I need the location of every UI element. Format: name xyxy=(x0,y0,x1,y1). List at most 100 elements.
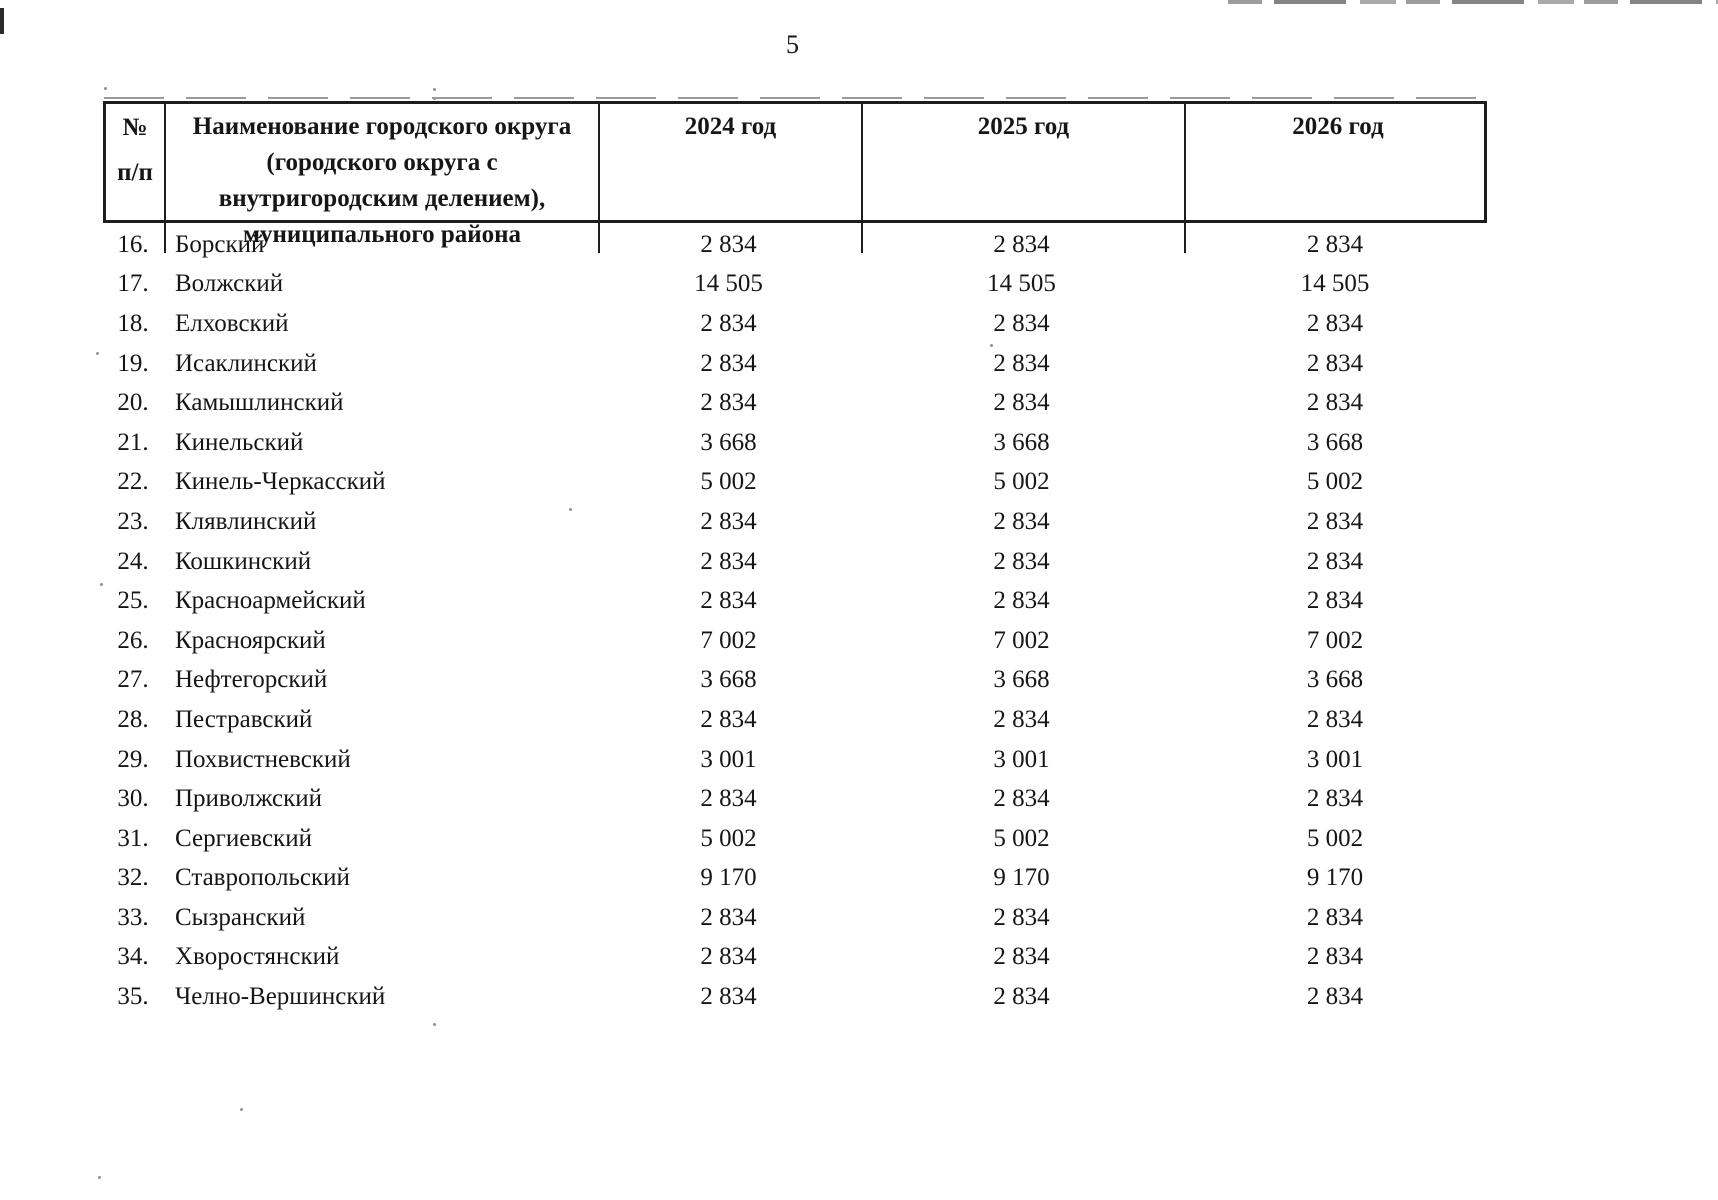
row-number: 33. xyxy=(117,903,149,931)
scan-speckle xyxy=(100,583,103,586)
district-name: Приволжский xyxy=(175,785,323,813)
value-2024: 2 834 xyxy=(700,983,757,1011)
value-2026: 9 170 xyxy=(1306,864,1364,892)
value-2026: 2 834 xyxy=(1306,230,1364,258)
value-2026: 5 002 xyxy=(1306,468,1364,496)
district-name: Красноярский xyxy=(175,626,326,654)
district-name: Борский xyxy=(175,230,265,258)
district-name: Красноармейский xyxy=(175,587,366,615)
header-district-name: Наименование городского округа (городско… xyxy=(166,104,600,253)
row-number: 26. xyxy=(117,626,149,654)
table-row: 33. Сызранский 2 834 2 834 2 834 xyxy=(103,898,1487,938)
district-name: Хворостянский xyxy=(175,943,340,971)
value-2026: 2 834 xyxy=(1306,309,1364,337)
row-number: 28. xyxy=(117,705,149,733)
scan-speckle xyxy=(433,1023,436,1026)
value-2026: 2 834 xyxy=(1306,587,1364,615)
value-2026: 3 001 xyxy=(1306,745,1364,773)
district-name: Елховский xyxy=(175,309,289,337)
scan-speckle xyxy=(240,1108,243,1111)
value-2024: 3 001 xyxy=(700,745,757,773)
value-2025: 5 002 xyxy=(993,824,1050,852)
value-2024: 2 834 xyxy=(700,785,757,813)
table-row: 28. Пестравский 2 834 2 834 2 834 xyxy=(103,700,1487,740)
row-number: 19. xyxy=(117,349,149,377)
row-number: 20. xyxy=(117,389,149,417)
value-2026: 2 834 xyxy=(1306,785,1364,813)
table-row: 35. Челно-Вершинский 2 834 2 834 2 834 xyxy=(103,977,1487,1017)
value-2025: 5 002 xyxy=(993,468,1050,496)
table-row: 26. Красноярский 7 002 7 002 7 002 xyxy=(103,621,1487,661)
value-2024: 14 505 xyxy=(694,270,763,298)
district-name: Камышлинский xyxy=(175,389,344,417)
value-2025: 2 834 xyxy=(993,349,1050,377)
value-2026: 2 834 xyxy=(1306,903,1364,931)
budget-allocations-table: № п/п Наименование городского округа (го… xyxy=(103,97,1487,1017)
row-number: 22. xyxy=(117,468,149,496)
table-row: 25. Красноармейский 2 834 2 834 2 834 xyxy=(103,581,1487,621)
value-2024: 5 002 xyxy=(700,468,757,496)
district-name: Кинельский xyxy=(175,428,304,456)
table-row: 31. Сергиевский 5 002 5 002 5 002 xyxy=(103,819,1487,859)
value-2025: 2 834 xyxy=(993,547,1050,575)
scan-speckle xyxy=(990,344,993,347)
row-number: 23. xyxy=(117,507,149,535)
table-row: 19. Исаклинский 2 834 2 834 2 834 xyxy=(103,344,1487,384)
value-2025: 9 170 xyxy=(993,864,1050,892)
value-2026: 2 834 xyxy=(1306,705,1364,733)
value-2025: 2 834 xyxy=(993,943,1050,971)
table-row: 29. Похвистневский 3 001 3 001 3 001 xyxy=(103,740,1487,780)
row-number: 30. xyxy=(117,785,149,813)
row-number: 21. xyxy=(117,428,149,456)
scan-artifact-edge-tick xyxy=(0,8,4,34)
value-2025: 2 834 xyxy=(993,309,1050,337)
row-number: 34. xyxy=(117,943,149,971)
value-2025: 2 834 xyxy=(993,705,1050,733)
row-number: 32. xyxy=(117,864,149,892)
table-row: 23. Клявлинский 2 834 2 834 2 834 xyxy=(103,502,1487,542)
table-row: 16. Борский 2 834 2 834 2 834 xyxy=(103,225,1487,265)
table-header-row: № п/п Наименование городского округа (го… xyxy=(103,97,1487,253)
row-number: 16. xyxy=(117,230,149,258)
header-row-number: № п/п xyxy=(106,104,166,253)
value-2025: 2 834 xyxy=(993,785,1050,813)
value-2026: 2 834 xyxy=(1306,349,1364,377)
value-2024: 9 170 xyxy=(700,864,757,892)
value-2025: 3 001 xyxy=(993,745,1050,773)
row-number: 17. xyxy=(117,270,149,298)
value-2025: 2 834 xyxy=(993,903,1050,931)
value-2026: 2 834 xyxy=(1306,943,1364,971)
table-row: 24. Кошкинский 2 834 2 834 2 834 xyxy=(103,542,1487,582)
value-2025: 3 668 xyxy=(993,666,1050,694)
district-name: Кошкинский xyxy=(175,547,312,575)
district-name: Сергиевский xyxy=(175,824,312,852)
table-row: 21. Кинельский 3 668 3 668 3 668 xyxy=(103,423,1487,463)
value-2024: 2 834 xyxy=(700,903,757,931)
value-2024: 7 002 xyxy=(700,626,757,654)
value-2026: 2 834 xyxy=(1306,389,1364,417)
value-2026: 3 668 xyxy=(1306,666,1364,694)
value-2024: 2 834 xyxy=(700,349,757,377)
scan-speckle xyxy=(96,352,99,355)
district-name: Челно-Вершинский xyxy=(175,983,386,1011)
table-row: 18. Елховский 2 834 2 834 2 834 xyxy=(103,304,1487,344)
row-number: 29. xyxy=(117,745,149,773)
row-number: 31. xyxy=(117,824,149,852)
value-2025: 2 834 xyxy=(993,507,1050,535)
value-2025: 2 834 xyxy=(993,983,1050,1011)
value-2024: 3 668 xyxy=(700,428,757,456)
table-row: 20. Камышлинский 2 834 2 834 2 834 xyxy=(103,383,1487,423)
scan-speckle xyxy=(433,88,436,91)
district-name: Сызранский xyxy=(175,903,306,931)
value-2026: 7 002 xyxy=(1306,626,1364,654)
value-2024: 2 834 xyxy=(700,309,757,337)
district-name: Клявлинский xyxy=(175,507,317,535)
row-number: 18. xyxy=(117,309,149,337)
value-2025: 14 505 xyxy=(987,270,1056,298)
scan-speckle xyxy=(98,1176,101,1179)
header-year-2025: 2025 год xyxy=(863,104,1186,253)
table-row: 32. Ставропольский 9 170 9 170 9 170 xyxy=(103,859,1487,899)
table-row: 17. Волжский 14 505 14 505 14 505 xyxy=(103,265,1487,305)
value-2024: 2 834 xyxy=(700,943,757,971)
